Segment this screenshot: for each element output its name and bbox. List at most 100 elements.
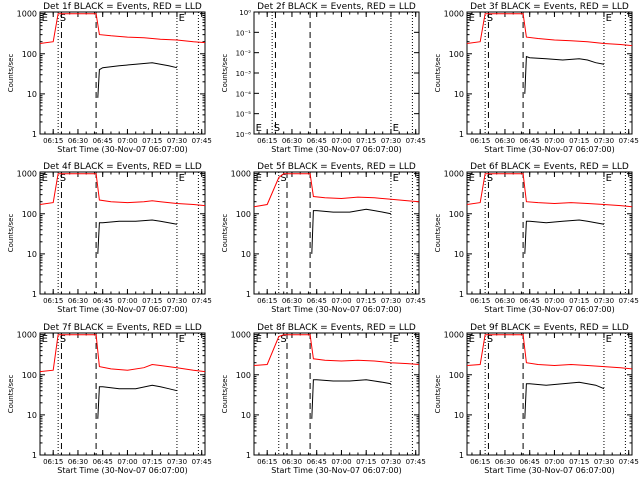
y-axis-title: Counts/sec [434, 214, 442, 253]
x-tick-label: 07:45 [192, 137, 212, 145]
marker-label: E [469, 173, 475, 184]
panel-title: Det 1f BLACK = Events, RED = LLD [43, 2, 202, 12]
x-tick-label: 06:45 [93, 297, 113, 305]
series-line-events [524, 381, 605, 419]
x-tick-label: 06:30 [495, 137, 515, 145]
y-tick-label: 10 [241, 411, 251, 420]
series-line-events [311, 379, 391, 419]
x-axis-title: Start Time (30-Nov-07 06:07:00) [484, 145, 614, 154]
x-tick-label: 06:45 [520, 297, 540, 305]
y-tick-label: 1 [32, 451, 37, 460]
y-axis-title: Counts/sec [221, 214, 229, 253]
x-axis-title: Start Time (30-Nov-07 06:07:00) [271, 305, 401, 314]
y-tick-label: 100 [449, 210, 464, 219]
plot-frame [466, 171, 633, 295]
x-tick-label: 06:30 [282, 297, 302, 305]
y-tick-label: 10⁻⁶ [236, 131, 252, 139]
panel-det-7: Det 7f BLACK = Events, RED = LLD 1 10 100 10… [7, 323, 212, 475]
x-tick-label: 07:30 [167, 458, 187, 466]
marker-label: E [42, 334, 48, 345]
x-tick-label: 07:15 [356, 297, 376, 305]
x-tick-label: 06:30 [68, 137, 88, 145]
series-line-lld [466, 13, 633, 47]
panel-det-6: Det 6f BLACK = Events, RED = LLD 1 10 100 10… [434, 162, 639, 314]
y-tick-label: 1000 [17, 10, 37, 19]
x-tick-label: 07:15 [356, 458, 376, 466]
y-tick-label: 100 [449, 50, 464, 59]
plot-frame [253, 332, 420, 456]
y-axis-title: Counts/sec [7, 54, 15, 93]
x-tick-label: 07:30 [381, 458, 401, 466]
y-axis-title: Counts/sec [7, 214, 15, 253]
x-tick-label: 06:45 [307, 297, 327, 305]
marker-label: S [280, 334, 286, 345]
x-tick-label: 06:45 [307, 458, 327, 466]
x-tick-label: 06:15 [257, 297, 277, 305]
x-tick-label: 07:15 [356, 137, 376, 145]
x-tick-label: 06:45 [307, 137, 327, 145]
marker-label: S [487, 334, 493, 345]
x-axis-title: Start Time (30-Nov-07 06:07:00) [57, 305, 187, 314]
y-tick-label: 100 [236, 210, 251, 219]
y-axis-title: Counts/sec [7, 375, 15, 414]
marker-label: E [606, 334, 612, 345]
x-tick-label: 06:15 [470, 458, 490, 466]
series-line-lld [39, 173, 206, 207]
y-tick-label: 10 [27, 250, 37, 259]
x-tick-label: 07:00 [544, 458, 564, 466]
x-tick-label: 07:00 [544, 137, 564, 145]
x-axis-title: Start Time (30-Nov-07 06:07:00) [484, 305, 614, 314]
x-tick-label: 06:45 [520, 137, 540, 145]
panel-title: Det 7f BLACK = Events, RED = LLD [43, 323, 202, 333]
marker-label: E [469, 334, 475, 345]
marker-label: E [179, 173, 185, 184]
x-tick-label: 06:30 [495, 297, 515, 305]
x-tick-label: 07:45 [192, 458, 212, 466]
plot-frame [253, 11, 420, 135]
x-tick-label: 06:45 [520, 458, 540, 466]
marker-label: S [487, 173, 493, 184]
x-tick-label: 06:15 [257, 458, 277, 466]
y-axis-title: Counts/sec [221, 375, 229, 414]
y-tick-label: 100 [22, 210, 37, 219]
y-tick-label: 10 [454, 411, 464, 420]
marker-label: E [469, 13, 475, 24]
y-tick-label: 10 [241, 250, 251, 259]
x-tick-label: 07:30 [594, 137, 614, 145]
marker-label: E [606, 13, 612, 24]
x-tick-label: 07:15 [569, 137, 589, 145]
x-tick-label: 07:15 [142, 137, 162, 145]
marker-label: E [179, 334, 185, 345]
series-line-events [524, 55, 605, 94]
panel-det-4: Det 4f BLACK = Events, RED = LLD 1 10 100 10… [7, 162, 212, 314]
marker-label: E [179, 13, 185, 24]
y-tick-label: 1000 [444, 331, 464, 340]
x-tick-label: 06:30 [282, 458, 302, 466]
x-tick-label: 07:00 [117, 458, 137, 466]
y-tick-label: 10⁻³ [236, 70, 252, 78]
x-tick-label: 07:30 [594, 458, 614, 466]
x-tick-label: 07:15 [142, 297, 162, 305]
marker-label: S [274, 123, 280, 134]
plot-frame [39, 332, 206, 456]
x-tick-label: 07:30 [594, 297, 614, 305]
x-axis-title: Start Time (30-Nov-07 06:07:00) [271, 466, 401, 475]
x-tick-label: 07:45 [406, 137, 426, 145]
marker-label: E [42, 173, 48, 184]
x-tick-label: 06:30 [282, 137, 302, 145]
x-tick-label: 06:15 [257, 137, 277, 145]
panel-title: Det 5f BLACK = Events, RED = LLD [257, 162, 416, 172]
marker-label: E [393, 173, 399, 184]
series-line-lld [253, 173, 420, 208]
x-tick-label: 07:30 [381, 137, 401, 145]
y-tick-label: 1000 [444, 10, 464, 19]
y-tick-label: 100 [22, 50, 37, 59]
y-tick-label: 10 [27, 411, 37, 420]
panel-det-2: Det 2f BLACK = Events, RED = LLD 10⁰ 10⁻¹ 1… [221, 2, 426, 154]
plot-frame [466, 11, 633, 135]
plot-frame [39, 11, 206, 135]
y-tick-label: 1 [32, 130, 37, 139]
y-tick-label: 1 [459, 290, 464, 299]
x-tick-label: 06:45 [93, 137, 113, 145]
